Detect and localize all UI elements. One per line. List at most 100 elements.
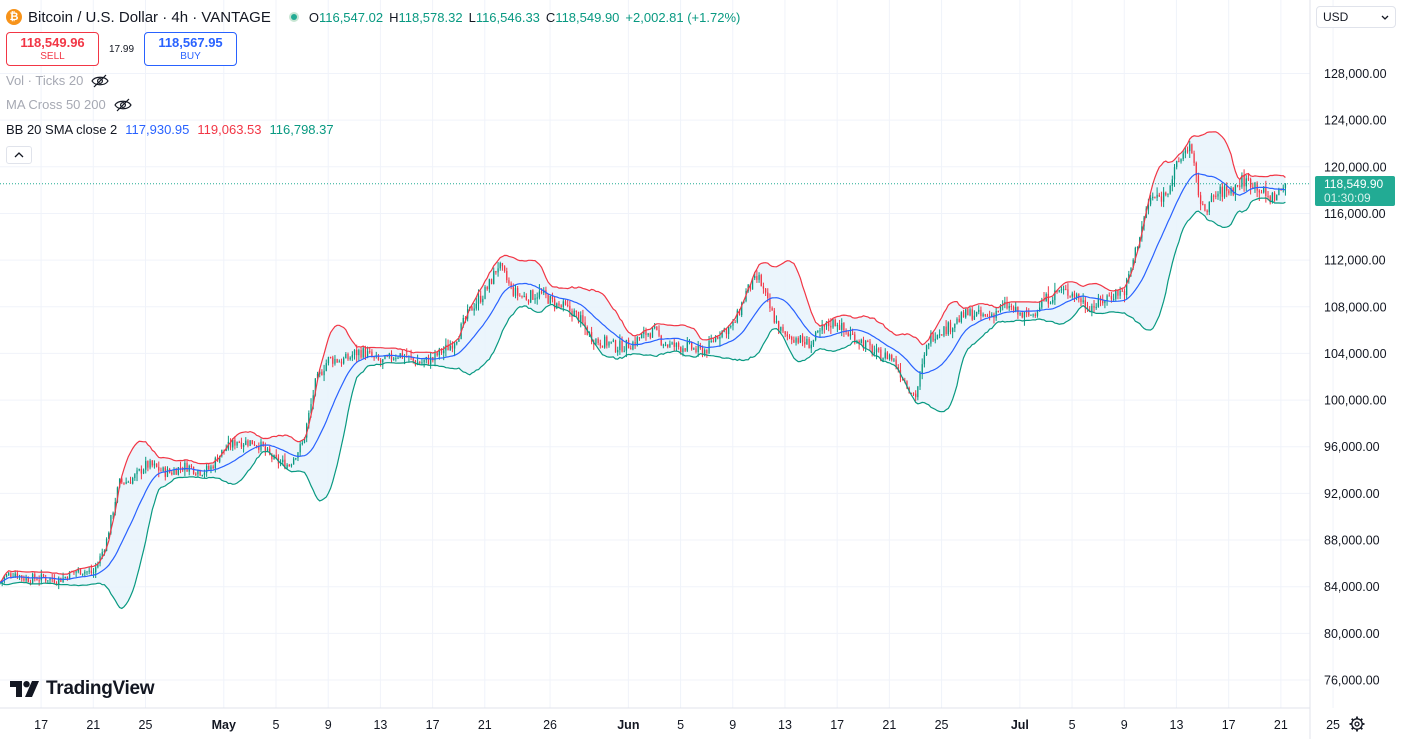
candle: [888, 353, 891, 361]
candle: [836, 322, 839, 333]
candle: [917, 385, 919, 401]
price-axis[interactable]: 76,000.00 80,000.00 84,000.00 88,000.00 92,0…: [1309, 0, 1387, 739]
low-value: 116,546.33: [475, 9, 540, 25]
candle: [1236, 185, 1239, 188]
time-tick-label: 26: [543, 718, 557, 732]
indicator-ma-label: MA Cross 50 200: [6, 97, 106, 112]
candle: [769, 293, 771, 312]
trade-panel: 118,549.96 SELL 17.99 118,567.95 BUY: [6, 32, 237, 66]
candle: [5, 573, 8, 578]
candle: [736, 308, 738, 324]
candle: [353, 349, 356, 360]
eye-slash-icon[interactable]: [114, 98, 132, 112]
tradingview-logo[interactable]: TradingView: [10, 678, 155, 700]
candle: [838, 319, 841, 330]
candle: [516, 285, 519, 301]
candle: [686, 337, 688, 353]
candle: [21, 575, 23, 582]
candle: [608, 341, 610, 348]
candle: [1258, 189, 1260, 201]
candle: [145, 456, 147, 474]
candle: [397, 356, 399, 360]
candle: [599, 339, 601, 349]
candle: [1060, 286, 1063, 294]
collapse-legend-button[interactable]: [6, 146, 32, 164]
low-key: L: [468, 9, 476, 25]
time-axis[interactable]: 17 21 25 May 5 9 13 17 21 26 Jun 5 9 13 17 21 25 Jul 5 9 13 1…: [0, 707, 1340, 732]
candle: [377, 354, 380, 361]
candle: [234, 436, 236, 450]
candle: [786, 331, 789, 341]
candle: [136, 467, 138, 482]
candle: [369, 347, 371, 354]
candle: [1178, 157, 1180, 163]
bitcoin-icon[interactable]: ₿: [6, 9, 22, 25]
bollinger-lower-line: [0, 197, 1286, 610]
candle: [656, 326, 658, 331]
sell-button[interactable]: 118,549.96 SELL: [6, 32, 99, 66]
candle: [869, 338, 871, 350]
candle: [471, 306, 473, 311]
candle: [580, 311, 582, 328]
candle: [1215, 191, 1217, 200]
candle: [1154, 196, 1156, 199]
candle: [891, 353, 893, 362]
candle: [603, 334, 606, 349]
time-tick-label: 17: [830, 718, 844, 732]
candle: [941, 334, 943, 336]
indicator-ma[interactable]: MA Cross 50 200: [6, 97, 132, 112]
candle: [873, 345, 876, 357]
currency-select[interactable]: USD: [1316, 6, 1396, 28]
candle: [1176, 160, 1178, 170]
candle: [45, 574, 47, 584]
candle: [660, 334, 662, 347]
candle: [25, 574, 27, 583]
candle: [734, 320, 736, 323]
candle: [34, 571, 36, 582]
candle: [149, 458, 151, 470]
candle: [164, 466, 166, 481]
candle: [1041, 297, 1043, 310]
candle: [997, 310, 999, 313]
chevron-down-icon: [1381, 15, 1389, 20]
candle: [864, 339, 867, 352]
candle: [945, 320, 947, 337]
candle: [915, 390, 917, 402]
candle: [886, 351, 889, 360]
candle: [1023, 311, 1026, 326]
candle: [862, 336, 865, 351]
candle: [521, 295, 523, 299]
candle: [1152, 192, 1154, 201]
candle: [1221, 183, 1224, 202]
price-tick-label: 108,000.00: [1324, 300, 1387, 314]
price-tick-label: 88,000.00: [1324, 534, 1380, 548]
candle: [669, 340, 671, 349]
time-tick-label: 17: [34, 718, 48, 732]
candle: [358, 348, 360, 362]
candle: [262, 441, 264, 447]
candle: [1199, 191, 1202, 211]
candle: [1099, 295, 1102, 307]
buy-button[interactable]: 118,567.95 BUY: [144, 32, 237, 66]
candle: [1080, 295, 1082, 307]
eye-slash-icon[interactable]: [91, 74, 110, 88]
candle: [453, 341, 456, 357]
gear-icon[interactable]: [1349, 716, 1365, 732]
candle: [871, 343, 873, 357]
candle: [695, 345, 697, 354]
candle: [138, 468, 140, 472]
symbol-title[interactable]: Bitcoin / U.S. Dollar · 4h · VANTAGE: [28, 8, 271, 26]
indicator-bb[interactable]: BB 20 SMA close 2 117,930.95 119,063.53 …: [6, 122, 334, 137]
buy-label: BUY: [180, 51, 201, 62]
bb-lower-value: 116,798.37: [269, 122, 334, 137]
indicator-vol[interactable]: Vol · Ticks 20: [6, 73, 110, 88]
candle: [490, 278, 493, 285]
market-status-icon[interactable]: [288, 12, 299, 22]
candle: [612, 338, 615, 343]
candle: [958, 315, 960, 323]
candle: [777, 320, 780, 335]
candle: [286, 463, 288, 470]
candle: [843, 322, 845, 337]
candle: [704, 348, 706, 357]
